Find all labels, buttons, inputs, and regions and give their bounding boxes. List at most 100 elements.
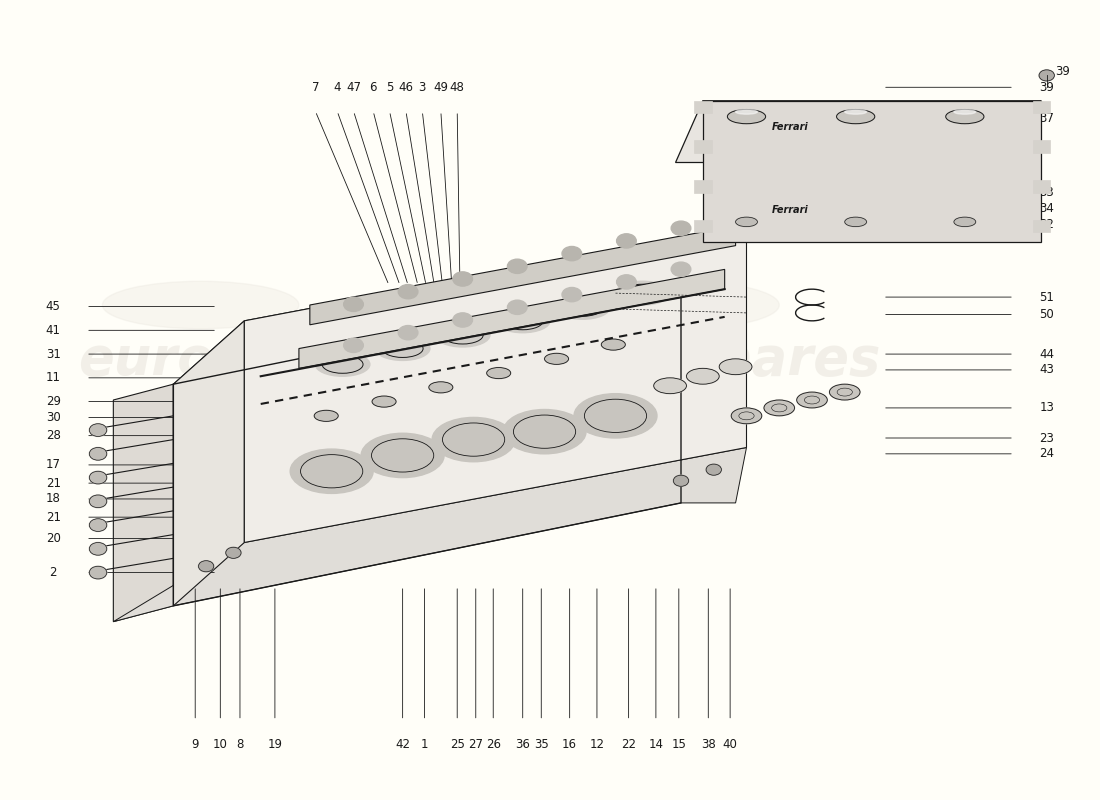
Text: 22: 22 (621, 738, 636, 751)
Text: eurospares: eurospares (547, 334, 880, 386)
Ellipse shape (837, 110, 874, 124)
Circle shape (198, 561, 213, 572)
Ellipse shape (343, 338, 363, 353)
Ellipse shape (845, 217, 867, 226)
Ellipse shape (617, 274, 636, 289)
Text: 46: 46 (398, 81, 414, 94)
Ellipse shape (507, 259, 527, 274)
Text: 34: 34 (1040, 202, 1054, 215)
Polygon shape (174, 226, 747, 384)
Circle shape (1040, 70, 1054, 81)
Text: 2: 2 (50, 566, 57, 579)
Text: 10: 10 (213, 738, 228, 751)
Circle shape (89, 424, 107, 437)
Text: 36: 36 (515, 738, 530, 751)
Bar (1033, 180, 1050, 193)
Ellipse shape (954, 217, 976, 226)
Text: 42: 42 (395, 738, 410, 751)
Bar (1033, 140, 1050, 153)
Text: 6: 6 (370, 81, 377, 94)
Ellipse shape (503, 410, 586, 454)
Text: 41: 41 (46, 324, 60, 337)
Circle shape (89, 471, 107, 484)
Ellipse shape (398, 326, 418, 340)
Ellipse shape (736, 217, 758, 226)
Text: Ferrari: Ferrari (772, 122, 808, 132)
Text: 40: 40 (723, 738, 738, 751)
Ellipse shape (617, 234, 636, 248)
Text: 16: 16 (562, 738, 578, 751)
Text: 26: 26 (486, 738, 500, 751)
Ellipse shape (315, 410, 338, 422)
Ellipse shape (764, 400, 794, 416)
Text: 28: 28 (46, 429, 60, 442)
Text: 35: 35 (534, 738, 549, 751)
Ellipse shape (616, 282, 670, 305)
Circle shape (89, 518, 107, 531)
Text: 44: 44 (1040, 347, 1054, 361)
Polygon shape (113, 384, 174, 622)
Text: 51: 51 (1040, 290, 1054, 303)
Ellipse shape (736, 110, 758, 114)
Text: 38: 38 (701, 738, 716, 751)
Ellipse shape (574, 394, 657, 438)
Text: 29: 29 (46, 395, 60, 408)
Text: 37: 37 (1040, 113, 1054, 126)
Text: 23: 23 (1040, 431, 1054, 445)
Ellipse shape (432, 418, 515, 462)
Ellipse shape (290, 449, 373, 494)
Text: 14: 14 (648, 738, 663, 751)
Circle shape (706, 464, 722, 475)
Text: 15: 15 (671, 738, 686, 751)
Text: 17: 17 (46, 458, 60, 471)
Ellipse shape (544, 354, 569, 364)
Text: 21: 21 (46, 510, 60, 524)
Text: 19: 19 (267, 738, 283, 751)
Circle shape (89, 542, 107, 555)
Ellipse shape (453, 272, 473, 286)
Text: 25: 25 (450, 738, 464, 751)
Text: 49: 49 (433, 81, 449, 94)
Ellipse shape (946, 110, 983, 124)
Ellipse shape (653, 378, 686, 394)
Text: 18: 18 (46, 493, 60, 506)
Ellipse shape (453, 313, 473, 327)
Text: 1: 1 (420, 738, 428, 751)
Ellipse shape (436, 323, 490, 347)
Ellipse shape (829, 384, 860, 400)
Text: 39: 39 (1040, 81, 1054, 94)
Ellipse shape (102, 282, 299, 329)
Text: 47: 47 (346, 81, 361, 94)
Bar (694, 140, 712, 153)
Ellipse shape (486, 367, 510, 378)
Text: 39: 39 (1056, 65, 1070, 78)
Ellipse shape (316, 353, 370, 376)
Circle shape (226, 547, 241, 558)
Polygon shape (703, 101, 1042, 242)
Polygon shape (675, 101, 1042, 162)
Ellipse shape (845, 110, 867, 114)
Circle shape (673, 475, 689, 486)
Circle shape (89, 566, 107, 579)
Ellipse shape (719, 359, 752, 374)
Text: 20: 20 (46, 532, 60, 545)
Ellipse shape (671, 262, 691, 276)
Polygon shape (299, 270, 725, 368)
Text: 45: 45 (46, 300, 60, 313)
Polygon shape (113, 447, 747, 622)
Ellipse shape (602, 339, 625, 350)
Bar (694, 180, 712, 193)
Polygon shape (310, 226, 736, 325)
Ellipse shape (429, 382, 453, 393)
Text: 12: 12 (590, 738, 604, 751)
Text: 9: 9 (191, 738, 199, 751)
Ellipse shape (398, 285, 418, 298)
Bar (694, 219, 712, 232)
Text: 48: 48 (450, 81, 464, 94)
Polygon shape (174, 321, 244, 606)
Polygon shape (244, 226, 747, 542)
Ellipse shape (954, 110, 976, 114)
Ellipse shape (686, 368, 719, 384)
Ellipse shape (583, 282, 779, 329)
Text: 27: 27 (469, 738, 483, 751)
